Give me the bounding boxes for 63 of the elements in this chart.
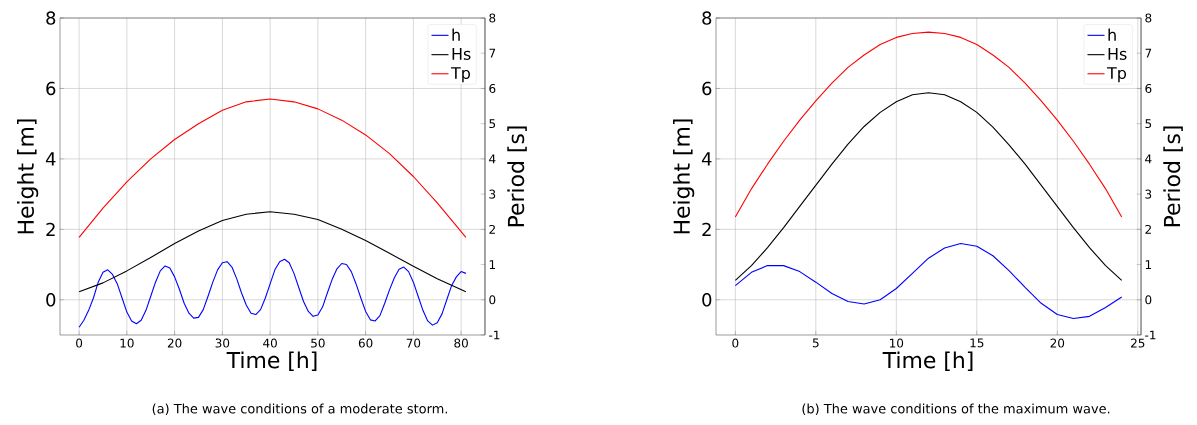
y-tick-label: 8 bbox=[702, 11, 712, 25]
x-tick-label: 40 bbox=[263, 338, 277, 348]
y-tick-label: 2 bbox=[46, 222, 55, 236]
y2-tick-label: 8 bbox=[1145, 13, 1152, 23]
x-tick-label: 60 bbox=[358, 338, 373, 348]
legend-label: Hs bbox=[452, 48, 471, 60]
y2-tick-label: 1 bbox=[1145, 260, 1152, 269]
y2-tick-label: 4 bbox=[489, 154, 496, 164]
x-tick-label: 10 bbox=[890, 338, 904, 348]
x-tick-label: 10 bbox=[120, 338, 134, 348]
y2-tick-label: 1 bbox=[489, 260, 496, 269]
x-axis-title: Time [h] bbox=[226, 351, 317, 371]
x-axis-title: Time [h] bbox=[882, 351, 973, 371]
y2-tick-label: 7 bbox=[1145, 48, 1152, 58]
x-tick-label: 0 bbox=[732, 338, 739, 348]
y-tick-label: 6 bbox=[702, 81, 712, 96]
y-tick-label: 6 bbox=[46, 81, 56, 96]
y2-tick-label: 3 bbox=[489, 189, 496, 199]
y2-tick-label: -1 bbox=[489, 330, 500, 340]
legend-label: Tp bbox=[450, 67, 471, 83]
legend-label: h bbox=[1108, 28, 1116, 41]
line-series bbox=[78, 98, 467, 238]
x-tick-label: 50 bbox=[311, 338, 325, 348]
y-tick-label: 8 bbox=[46, 11, 56, 25]
y2-tick-label: 5 bbox=[1145, 119, 1152, 129]
y-tick-label: 4 bbox=[701, 152, 712, 166]
text: (b) The wave conditions of the maximum wave. bbox=[802, 403, 1110, 416]
legend-label: Hs bbox=[1108, 48, 1127, 60]
x-tick-label: 70 bbox=[406, 338, 421, 348]
y2-tick-label: -1 bbox=[1145, 330, 1156, 340]
y2-tick-label: 6 bbox=[1145, 83, 1152, 93]
x-tick-label: 5 bbox=[812, 338, 819, 348]
x-tick-label: 0 bbox=[76, 338, 83, 348]
x-tick-label: 30 bbox=[215, 338, 230, 348]
line-series bbox=[734, 242, 1123, 319]
y2-tick-label: 3 bbox=[1145, 189, 1152, 199]
y2-axis-title: Period [s] bbox=[507, 126, 527, 227]
y2-tick-label: 6 bbox=[489, 83, 496, 93]
text: (a) The wave conditions of a moderate storm. bbox=[152, 403, 448, 416]
y-tick-label: 4 bbox=[45, 152, 56, 166]
y-axis-title: Height [m] bbox=[17, 119, 39, 234]
y2-tick-label: 5 bbox=[489, 119, 496, 129]
legend-label: h bbox=[452, 28, 460, 41]
y2-axis-title: Period [s] bbox=[1163, 126, 1183, 227]
y2-tick-label: 0 bbox=[489, 295, 496, 305]
y2-tick-label: 8 bbox=[489, 13, 496, 23]
y-tick-label: 2 bbox=[702, 222, 711, 236]
legend-label: Tp bbox=[1107, 67, 1127, 83]
line-series bbox=[78, 211, 467, 293]
y2-tick-label: 7 bbox=[489, 48, 496, 58]
line-series bbox=[78, 258, 467, 328]
y2-tick-label: 4 bbox=[1145, 154, 1152, 164]
x-tick-label: 20 bbox=[1050, 338, 1065, 348]
x-tick-label: 20 bbox=[167, 338, 182, 348]
y2-tick-label: 2 bbox=[489, 224, 495, 234]
y2-tick-label: 0 bbox=[1145, 295, 1152, 305]
y-tick-label: 0 bbox=[46, 292, 56, 307]
y2-tick-label: 2 bbox=[1145, 224, 1151, 234]
y-tick-label: 0 bbox=[702, 292, 712, 307]
y-axis-title: Height [m] bbox=[673, 119, 695, 234]
x-tick-label: 15 bbox=[970, 338, 984, 348]
x-tick-label: 25 bbox=[1131, 338, 1145, 348]
x-tick-label: 80 bbox=[454, 338, 468, 348]
